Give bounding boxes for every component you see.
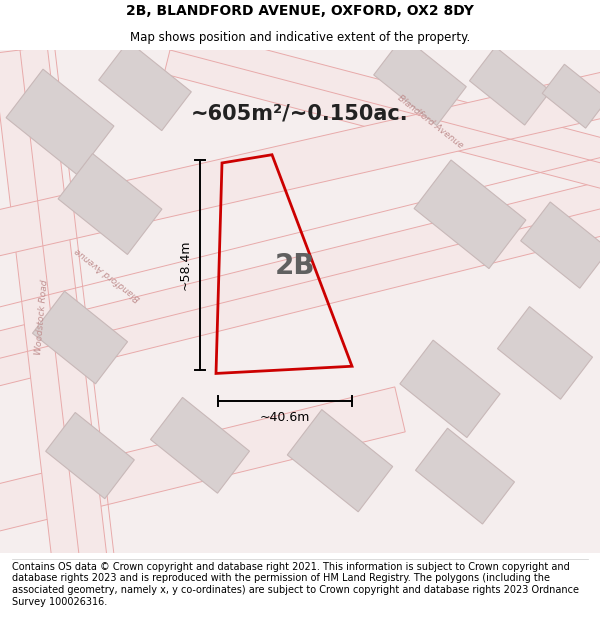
Polygon shape	[497, 307, 593, 399]
Text: ~40.6m: ~40.6m	[260, 411, 310, 424]
Polygon shape	[99, 41, 191, 131]
Polygon shape	[151, 398, 250, 493]
Polygon shape	[414, 160, 526, 269]
Text: ~605m²/~0.150ac.: ~605m²/~0.150ac.	[191, 104, 409, 124]
Text: ~58.4m: ~58.4m	[179, 240, 192, 291]
Polygon shape	[0, 178, 600, 389]
Text: Blandford Avenue: Blandford Avenue	[73, 246, 143, 302]
Text: Contains OS data © Crown copyright and database right 2021. This information is : Contains OS data © Crown copyright and d…	[12, 562, 579, 606]
Polygon shape	[287, 409, 392, 512]
Text: Blandford Avenue: Blandford Avenue	[395, 94, 464, 150]
Polygon shape	[32, 291, 128, 384]
Text: Woodstock Road: Woodstock Road	[34, 279, 50, 355]
Text: 2B, BLANDFORD AVENUE, OXFORD, OX2 8DY: 2B, BLANDFORD AVENUE, OXFORD, OX2 8DY	[126, 4, 474, 18]
Polygon shape	[469, 47, 551, 125]
Polygon shape	[58, 154, 162, 254]
Polygon shape	[0, 47, 107, 567]
Polygon shape	[0, 387, 405, 534]
Polygon shape	[400, 340, 500, 437]
Polygon shape	[6, 69, 114, 174]
Text: 2B: 2B	[275, 252, 315, 279]
Polygon shape	[416, 428, 514, 524]
Polygon shape	[521, 202, 600, 288]
Polygon shape	[374, 36, 466, 126]
Polygon shape	[0, 69, 600, 257]
Text: Map shows position and indicative extent of the property.: Map shows position and indicative extent…	[130, 31, 470, 44]
Polygon shape	[46, 412, 134, 499]
Polygon shape	[542, 64, 600, 128]
Polygon shape	[164, 26, 600, 197]
